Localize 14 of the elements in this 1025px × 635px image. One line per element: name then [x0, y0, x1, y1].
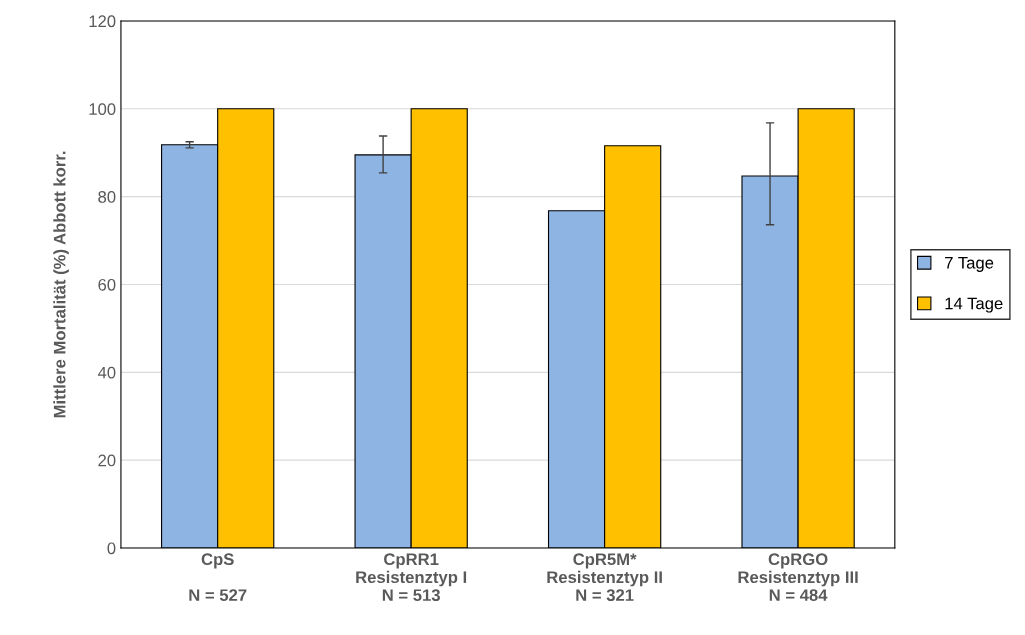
- y-tick-label: 40: [97, 366, 116, 379]
- legend-label: 14 Tage: [945, 297, 1003, 313]
- y-tick-label: 100: [89, 103, 116, 115]
- y-tick-label: 20: [98, 454, 116, 467]
- x-tick-label: CpRR1 Resistenztyp I N = 513: [356, 553, 467, 602]
- y-tick-label: 120: [89, 15, 116, 28]
- y-tick-label: 60: [98, 278, 116, 291]
- x-tick-label: CpRGO Resistenztyp III N = 484: [738, 553, 858, 602]
- y-tick-label: 80: [98, 191, 116, 203]
- y-axis-title: Mittlere Mortalität (%) Abbott korr.: [53, 151, 69, 418]
- y-tick-label: 0: [107, 542, 116, 555]
- legend-label: 7 Tage: [945, 257, 994, 272]
- category-label: CpS N = 527: [189, 553, 247, 602]
- x-tick-label: CpR5M* Resistenztyp II N = 321: [547, 553, 662, 602]
